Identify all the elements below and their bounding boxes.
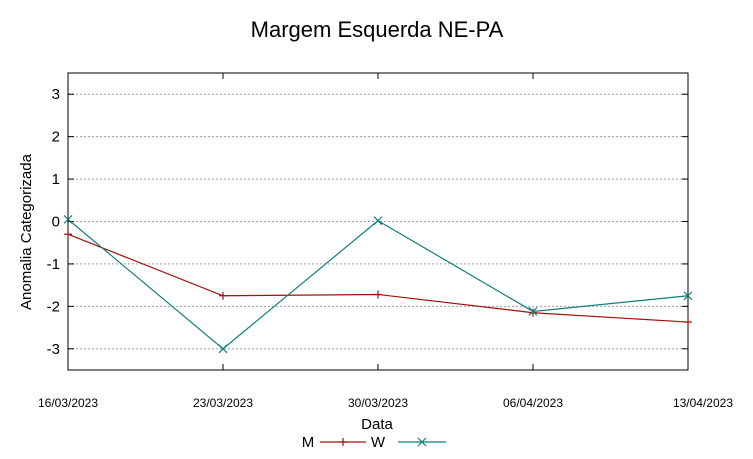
plus-marker (374, 290, 382, 299)
y-axis-ticks: -3 -2 -1 0 1 2 3 (47, 86, 688, 358)
legend-label: W (371, 434, 386, 451)
plus-marker (529, 308, 537, 317)
legend-entry-M: M (302, 434, 366, 451)
x-tick-label: 06/04/2023 (503, 396, 563, 410)
x-axis-label: Data (361, 416, 393, 433)
legend-entry-W: W (371, 434, 446, 451)
cross-marker (683, 291, 693, 301)
x-tick-label: 13/04/2023 (673, 396, 733, 410)
cross-marker (373, 216, 383, 226)
x-tick-label: 23/03/2023 (193, 396, 253, 410)
series-line (67, 233, 689, 323)
y-axis-label: Anomalia Categorizada (18, 153, 35, 310)
x-tick-label: 30/03/2023 (348, 396, 408, 410)
cross-marker (417, 437, 427, 447)
legend-label: M (302, 434, 315, 451)
cross-marker (63, 214, 73, 224)
y-tick-label: 1 (52, 171, 60, 188)
series-M (64, 230, 692, 327)
plus-marker (339, 438, 347, 446)
y-tick-label: 2 (52, 129, 60, 146)
series-line (67, 218, 689, 350)
series-W (63, 214, 693, 354)
y-tick-label: 3 (52, 86, 60, 103)
cross-marker (218, 344, 228, 354)
plus-marker (219, 291, 227, 300)
y-tick-label: -2 (47, 298, 60, 315)
plus-marker (684, 318, 692, 327)
plus-marker (64, 230, 72, 239)
series-lines (63, 214, 693, 354)
y-tick-label: -1 (47, 256, 60, 273)
grid-lines (68, 93, 688, 350)
y-tick-label: 0 (52, 214, 60, 231)
y-tick-label: -3 (47, 341, 60, 358)
chart-title: Margem Esquerda NE-PA (251, 17, 504, 42)
x-axis-ticks: 16/03/2023 23/03/2023 30/03/2023 06/04/2023… (38, 73, 733, 410)
cross-marker (528, 307, 538, 316)
x-tick-label: 16/03/2023 (38, 396, 98, 410)
